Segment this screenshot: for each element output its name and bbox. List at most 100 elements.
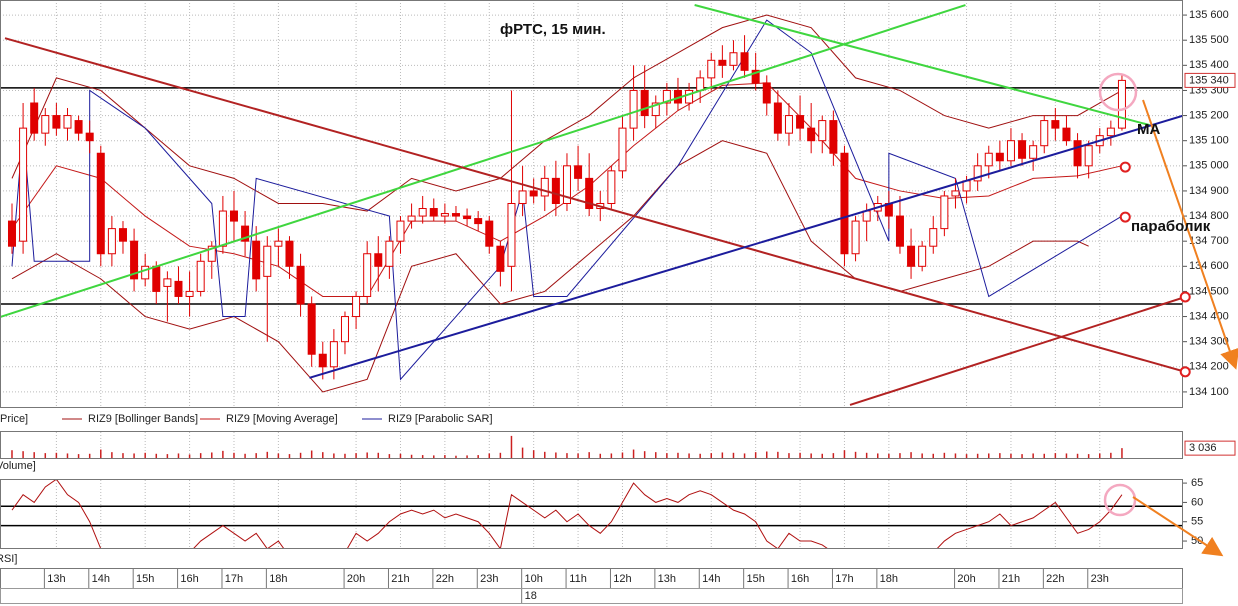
candle-body <box>485 220 494 247</box>
candle-body <box>973 165 982 182</box>
candle-body <box>818 120 827 142</box>
candle-body <box>207 245 216 262</box>
date-label: 18 <box>525 590 537 602</box>
candle-body <box>851 220 860 255</box>
candle-body <box>951 190 960 197</box>
candle-body <box>840 152 849 255</box>
y-tick-label: 134 800 <box>1189 210 1229 222</box>
last-value-box <box>1184 72 1236 88</box>
candle-body <box>618 127 627 172</box>
x-tick-label: 17h <box>225 573 243 585</box>
candle-body <box>574 165 583 179</box>
candle-body <box>640 89 649 117</box>
x-tick-label: 20h <box>347 573 365 585</box>
x-tick-label: 23h <box>480 573 498 585</box>
candle-body <box>41 115 50 134</box>
x-tick-label: 17h <box>835 573 853 585</box>
x-tick-label: 18h <box>880 573 898 585</box>
trend-line <box>849 296 1183 406</box>
x-tick-label: 13h <box>47 573 65 585</box>
marker <box>1179 291 1191 303</box>
x-tick-label: 14h <box>92 573 110 585</box>
annotation: MA <box>1137 121 1160 138</box>
candle-body <box>7 220 16 247</box>
candle-body <box>130 240 139 280</box>
candle-body <box>651 102 660 117</box>
x-tick-label: 21h <box>391 573 409 585</box>
price-frame <box>0 0 1183 408</box>
candle-body <box>1018 140 1027 159</box>
x-tick-label: 22h <box>436 573 454 585</box>
y-tick-label: 135 500 <box>1189 34 1229 46</box>
trend-line <box>694 4 1150 127</box>
candle-body <box>229 210 238 222</box>
legend-label: Price] <box>0 413 28 425</box>
candle-body <box>385 240 394 267</box>
candle-body <box>30 102 39 134</box>
x-tick-label: 15h <box>746 573 764 585</box>
candle-body <box>241 225 250 242</box>
candle-body <box>63 115 72 129</box>
rsi-panel <box>0 480 1183 548</box>
y-tick-label: 134 200 <box>1189 361 1229 373</box>
candle-body <box>773 102 782 134</box>
y-tick-label: 60 <box>1191 496 1203 508</box>
candle-body <box>1062 127 1071 142</box>
chart-title: фРТС, 15 мин. <box>500 21 606 38</box>
candle-body <box>1051 120 1060 129</box>
candle-body <box>274 240 283 247</box>
x-tick-label: 14h <box>702 573 720 585</box>
x-tick-label: 16h <box>791 573 809 585</box>
candle-body <box>496 245 505 272</box>
candle-body <box>463 215 472 220</box>
trend-line <box>4 37 1183 373</box>
candle-body <box>407 215 416 222</box>
highlight-circle <box>1098 72 1138 112</box>
legend-label: RIZ9 [Moving Average] <box>226 413 338 425</box>
candle-body <box>118 228 127 242</box>
last-value-label: 3 036 <box>1189 442 1217 454</box>
candle-body <box>907 245 916 267</box>
y-tick-label: 134 100 <box>1189 386 1229 398</box>
candle-body <box>685 89 694 104</box>
y-tick-label: 135 600 <box>1189 9 1229 21</box>
y-tick-label: 134 600 <box>1189 260 1229 272</box>
price-panel <box>0 0 1183 408</box>
candle-body <box>418 208 427 217</box>
annotation: параболик <box>1131 218 1211 235</box>
candle-body <box>52 115 61 129</box>
y-tick-label: 135 000 <box>1189 160 1229 172</box>
candle-body <box>662 89 671 104</box>
last-value-box <box>1184 440 1236 456</box>
candle-body <box>1006 140 1015 162</box>
candle-body <box>429 208 438 217</box>
x-tick-label: 12h <box>613 573 631 585</box>
x-tick-label: 23h <box>1091 573 1109 585</box>
panel-label: Volume] <box>0 460 36 472</box>
indicator-line <box>11 14 1123 212</box>
x-tick-label: 16h <box>180 573 198 585</box>
candle-body <box>396 220 405 242</box>
candle-body <box>451 213 460 217</box>
candle-body <box>696 77 705 91</box>
arrow <box>1132 496 1224 557</box>
candle-body <box>307 303 316 355</box>
candle-body <box>551 177 560 204</box>
candle-body <box>762 82 771 104</box>
candle-body <box>740 52 749 71</box>
candle-body <box>540 177 549 197</box>
candle-body <box>629 89 638 129</box>
candle-body <box>995 152 1004 162</box>
candle-body <box>1040 120 1049 147</box>
y-tick-label: 135 400 <box>1189 59 1229 71</box>
x-tick-label: 15h <box>136 573 154 585</box>
candle-body <box>318 353 327 368</box>
x-tick-label: 20h <box>957 573 975 585</box>
candle-body <box>474 218 483 225</box>
y-tick-label: 55 <box>1191 516 1203 528</box>
candle-body <box>718 59 727 66</box>
y-tick-label: 134 700 <box>1189 235 1229 247</box>
candle-body <box>529 190 538 197</box>
marker <box>1119 161 1131 173</box>
candle-body <box>185 290 194 297</box>
